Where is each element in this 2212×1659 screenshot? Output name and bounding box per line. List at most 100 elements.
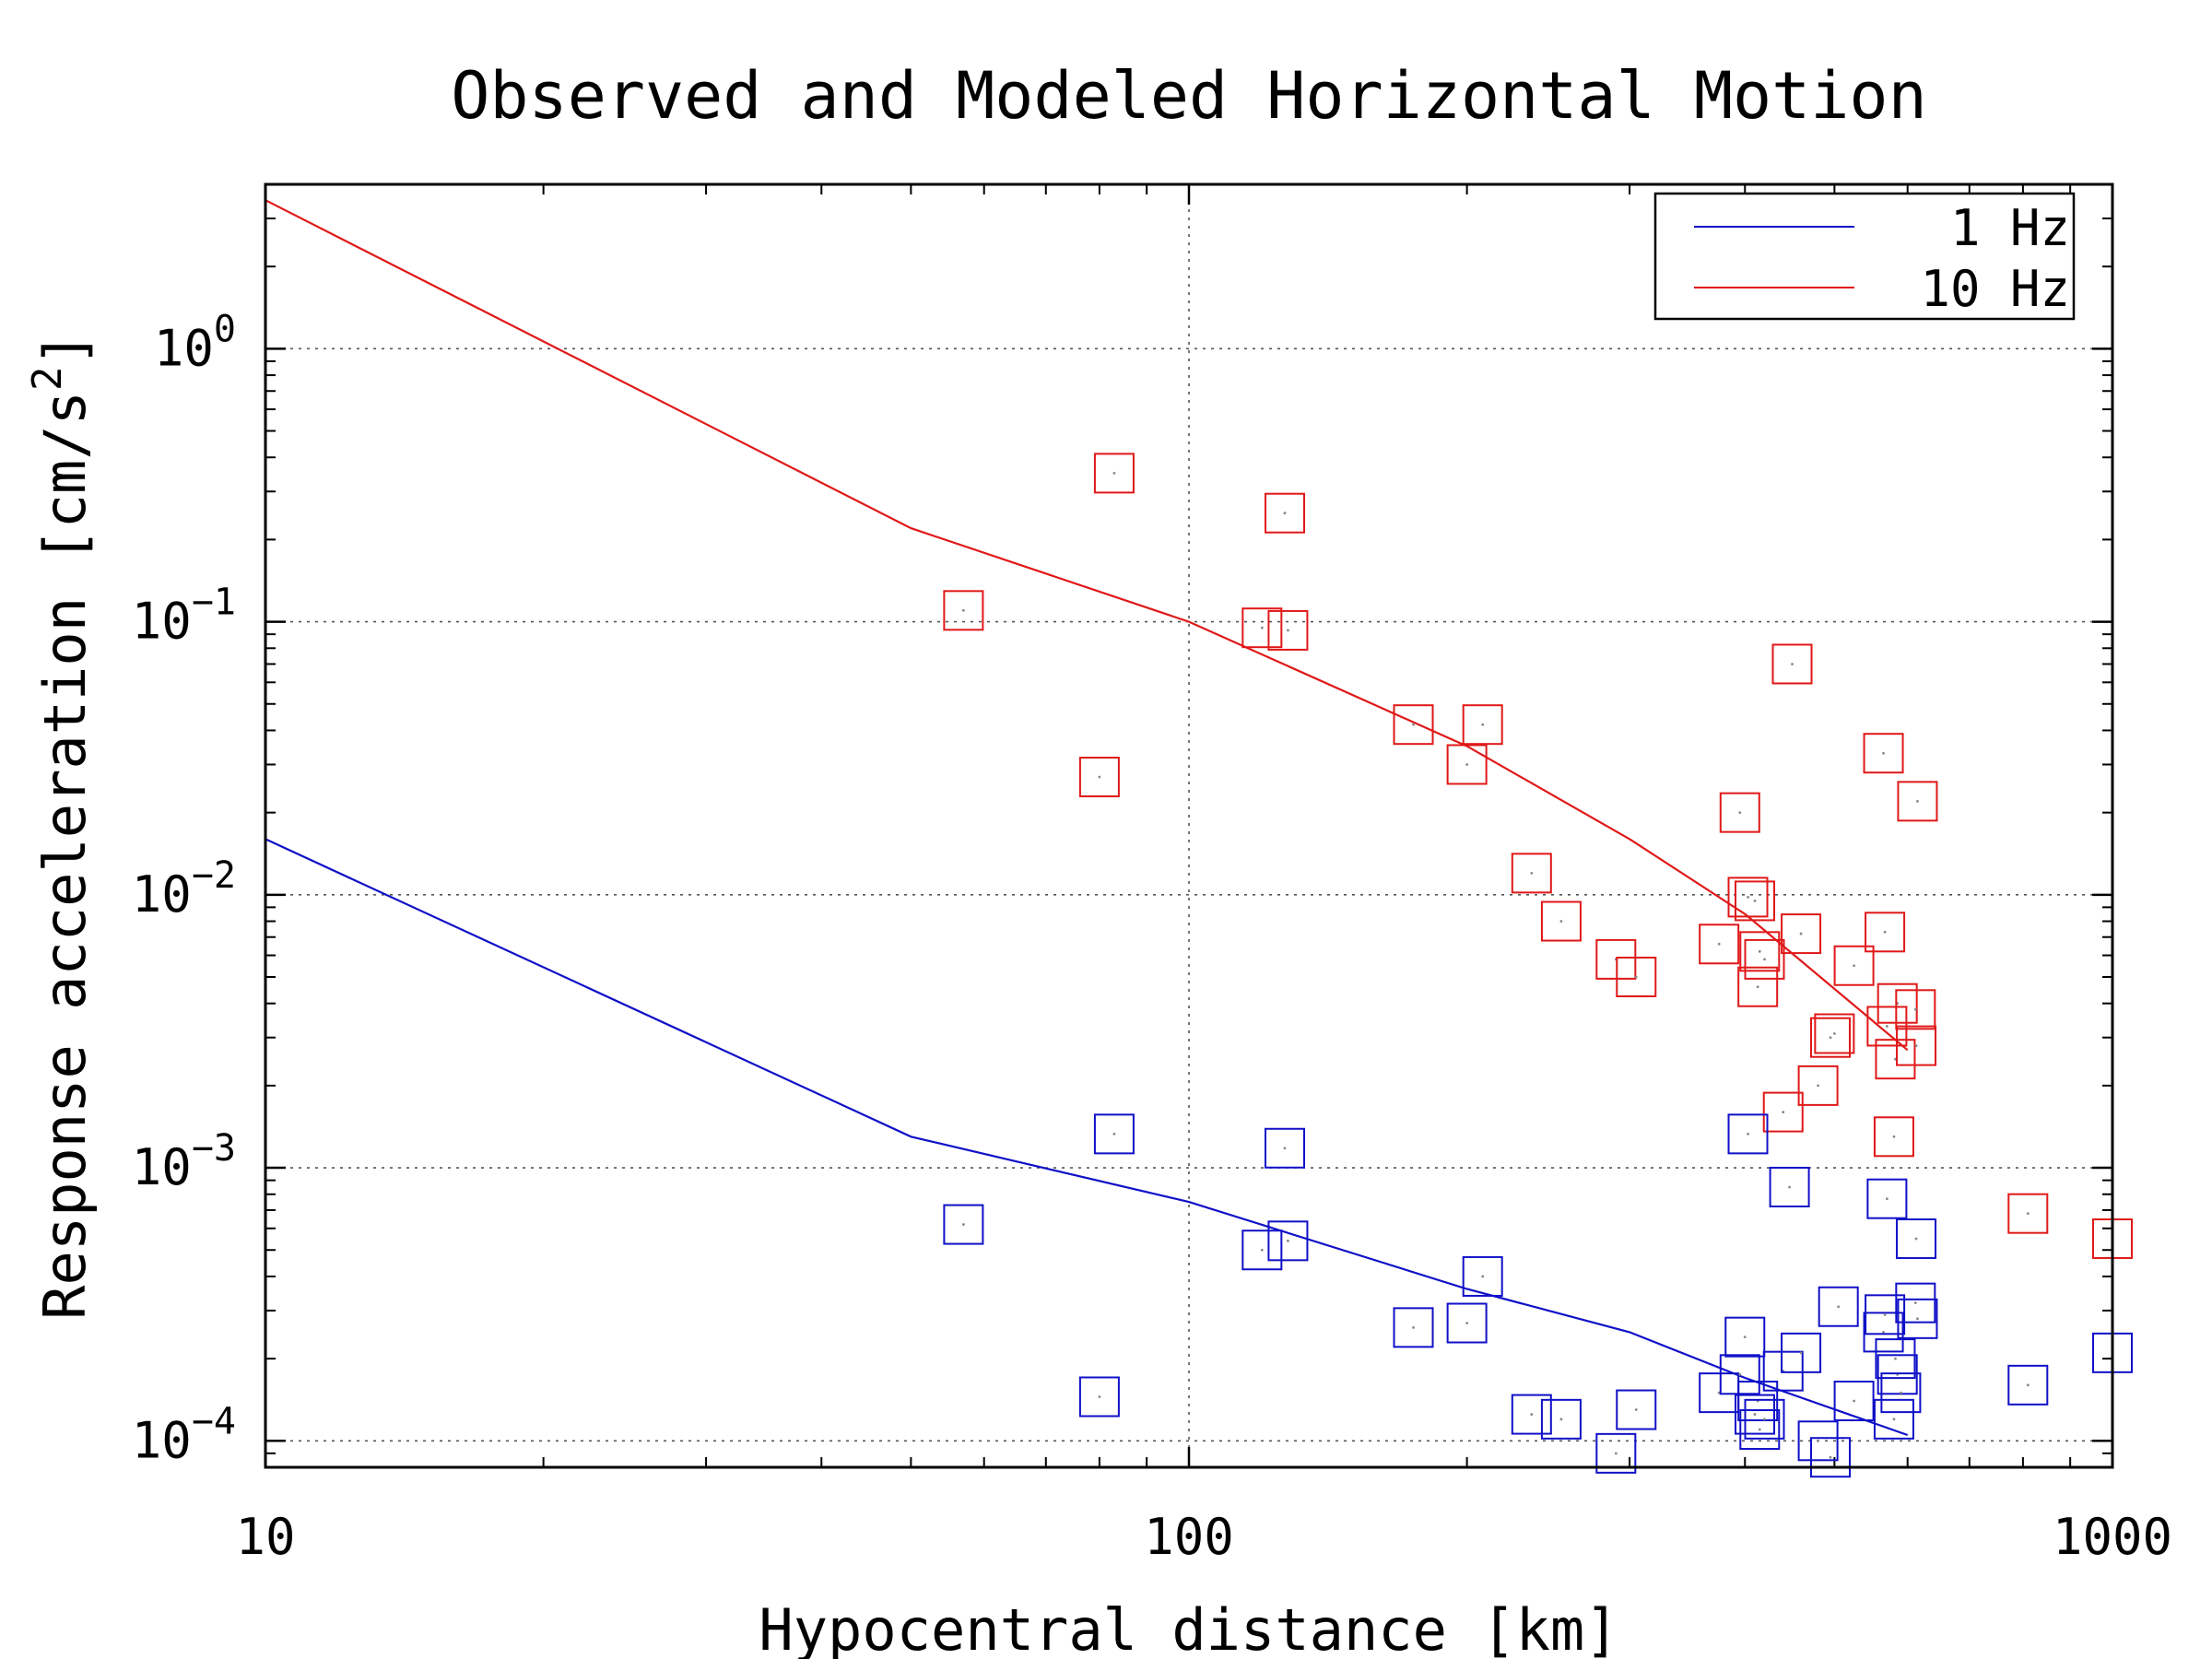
marker-center-dot [1559, 1418, 1563, 1421]
marker-square [1462, 1255, 1503, 1297]
marker-center-dot [1829, 1455, 1832, 1459]
marker-center-dot [1763, 1418, 1766, 1421]
marker-center-dot [1853, 964, 1855, 968]
marker-center-dot [1412, 723, 1415, 726]
marker-center-dot [1260, 1248, 1264, 1252]
marker-10hz [1078, 757, 1120, 798]
marker-1hz [1877, 1354, 1918, 1395]
marker-center-dot [1916, 799, 1919, 803]
marker-square [1895, 1282, 1936, 1324]
marker-square [1540, 1398, 1582, 1440]
y-axis-label-sup: 2 [24, 366, 71, 391]
marker-center-dot [1465, 763, 1469, 766]
marker-center-dot [1283, 512, 1287, 515]
marker-center-dot [1112, 1132, 1116, 1135]
marker-1hz [943, 1204, 984, 1245]
marker-square [1875, 1338, 1916, 1380]
x-tick-label: 100 [1144, 1508, 1234, 1566]
plot-area [264, 182, 2133, 1478]
marker-center-dot [1559, 920, 1563, 923]
marker-1hz [1880, 1372, 1922, 1414]
marker-square [2007, 1193, 2049, 1234]
y-tick-exponent: −4 [192, 1400, 236, 1442]
marker-1hz [1241, 1230, 1283, 1271]
marker-center-dot [1634, 975, 1638, 979]
marker-1hz [1769, 1166, 1810, 1207]
marker-center-dot [1913, 1007, 1917, 1011]
marker-1hz [1595, 1432, 1637, 1474]
marker-center-dot [1882, 1331, 1885, 1334]
y-tick-base: 10 [132, 1411, 192, 1469]
legend: 1 Hz 10 Hz [1653, 192, 2076, 321]
marker-1hz [1719, 1354, 1760, 1395]
x-tick-labels: 10 100 1000 [235, 1508, 2172, 1566]
marker-center-dot [1530, 1413, 1534, 1416]
marker-10hz [2007, 1193, 2049, 1234]
marker-1hz [1446, 1302, 1488, 1344]
marker-1hz [1093, 1113, 1135, 1155]
marker-10hz [1781, 913, 1822, 955]
marker-center-dot [1756, 985, 1759, 989]
y-axis-label-main: Response acceleration [cm/s [31, 391, 99, 1320]
marker-10hz [1739, 931, 1781, 972]
marker-1hz [1540, 1398, 1582, 1440]
marker-square [943, 590, 984, 631]
marker-square [1735, 880, 1776, 922]
marker-1hz [1781, 1332, 1822, 1373]
marker-center-dot [961, 608, 965, 612]
marker-1hz [1739, 1409, 1781, 1451]
y-tick-label: 10−4 [132, 1400, 236, 1469]
marker-center-dot [1788, 1185, 1792, 1189]
marker-square [1241, 1230, 1283, 1271]
model-line-1hz [265, 838, 1909, 1437]
marker-10hz [1735, 880, 1776, 922]
marker-square [1797, 1065, 1839, 1106]
y-tick-exponent: −3 [192, 1127, 236, 1170]
marker-center-dot [1791, 663, 1794, 665]
marker-center-dot [1717, 942, 1721, 946]
marker-center-dot [1758, 1428, 1761, 1431]
marker-10hz [1897, 781, 1938, 822]
marker-center-dot [1634, 1408, 1638, 1411]
marker-square [1865, 912, 1906, 953]
marker-square [1875, 1039, 1916, 1080]
marker-square [1781, 1332, 1822, 1373]
marker-square [1093, 1113, 1135, 1155]
marker-1hz [1462, 1255, 1503, 1297]
marker-center-dot [1882, 751, 1885, 755]
model-lines [265, 199, 1909, 1437]
x-axis-label: Hypocentral distance [km] [759, 1596, 1618, 1659]
y-tick-label: 10−2 [132, 854, 236, 924]
marker-center-dot [1753, 900, 1757, 902]
marker-center-dot [961, 1223, 965, 1226]
marker-1hz [1724, 1316, 1766, 1358]
marker-10hz [1896, 1025, 1937, 1066]
marker-center-dot [1098, 775, 1101, 779]
grid [265, 184, 2112, 1467]
marker-square [1078, 1376, 1120, 1418]
y-tick-base: 10 [132, 865, 192, 924]
y-tick-label: 100 [154, 308, 236, 377]
marker-10hz [1863, 733, 1904, 774]
marker-10hz [1719, 792, 1760, 833]
marker-square [1446, 1302, 1488, 1344]
y-tick-exponent: −1 [192, 582, 236, 624]
marker-center-dot [1260, 626, 1264, 629]
marker-center-dot [1892, 1135, 1896, 1138]
chart-title: Observed and Modeled Horizontal Motion [451, 58, 1926, 134]
marker-square [1863, 1312, 1904, 1353]
marker-center-dot [1914, 1044, 1918, 1047]
marker-square [1739, 931, 1781, 972]
marker-10hz [1616, 956, 1657, 997]
marker-center-dot [2026, 1383, 2030, 1387]
marker-square [1809, 1017, 1851, 1058]
marker-center-dot [1098, 1395, 1101, 1398]
marker-square [1616, 956, 1657, 997]
marker-center-dot [1883, 1312, 1887, 1316]
marker-center-dot [1738, 1372, 1742, 1376]
marker-square [1719, 792, 1760, 833]
marker-10hz [1873, 1116, 1914, 1158]
marker-1hz [1865, 1294, 1906, 1335]
marker-1hz [1393, 1307, 1434, 1348]
